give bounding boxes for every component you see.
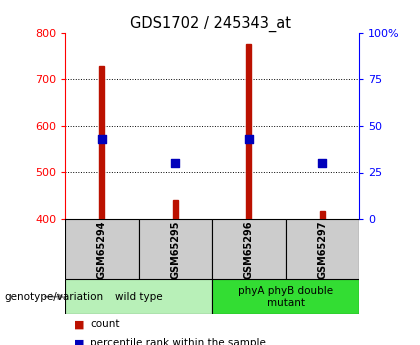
Text: wild type: wild type bbox=[115, 292, 163, 302]
Point bbox=[98, 136, 105, 142]
Text: GSM65296: GSM65296 bbox=[244, 220, 254, 278]
Bar bbox=[139, 219, 212, 279]
Bar bbox=[286, 219, 359, 279]
Text: ■: ■ bbox=[74, 319, 84, 329]
Point bbox=[172, 160, 179, 166]
Text: count: count bbox=[90, 319, 120, 329]
Text: GSM65294: GSM65294 bbox=[97, 220, 107, 278]
Bar bbox=[212, 219, 286, 279]
Bar bbox=[212, 279, 359, 314]
Text: genotype/variation: genotype/variation bbox=[4, 292, 103, 302]
Bar bbox=[246, 45, 252, 219]
Bar bbox=[320, 211, 325, 219]
Text: ■: ■ bbox=[74, 338, 84, 345]
Text: GDS1702 / 245343_at: GDS1702 / 245343_at bbox=[129, 16, 291, 32]
Bar bbox=[65, 279, 212, 314]
Text: percentile rank within the sample: percentile rank within the sample bbox=[90, 338, 266, 345]
Text: GSM65295: GSM65295 bbox=[171, 220, 180, 278]
Text: GSM65297: GSM65297 bbox=[318, 220, 327, 278]
Text: phyA phyB double
mutant: phyA phyB double mutant bbox=[238, 286, 333, 307]
Point bbox=[245, 136, 252, 142]
Bar bbox=[173, 200, 178, 219]
Bar bbox=[65, 219, 139, 279]
Point bbox=[319, 160, 326, 166]
Bar bbox=[99, 66, 105, 219]
